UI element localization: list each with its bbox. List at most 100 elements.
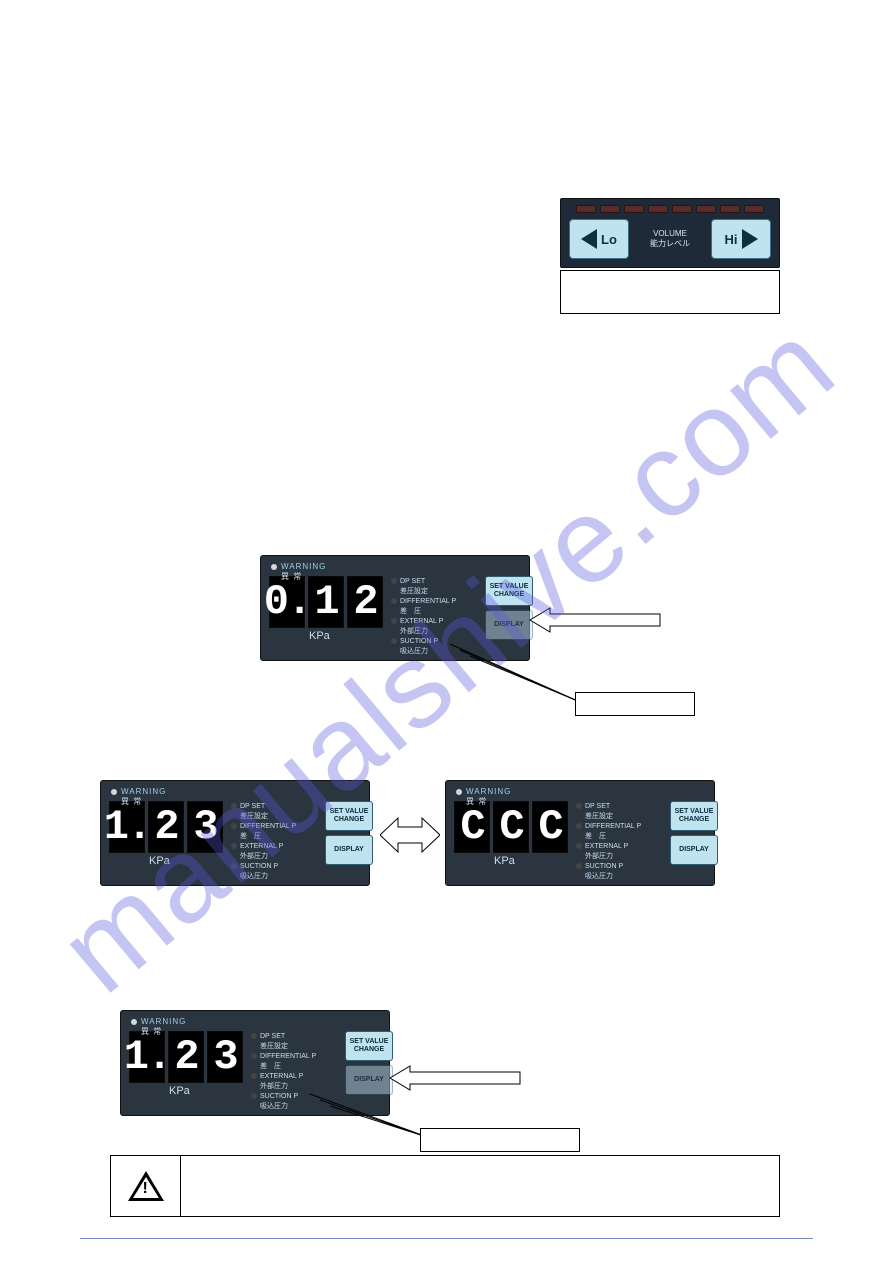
warning-en: WARNING bbox=[121, 787, 166, 796]
set-value-change-button[interactable]: SET VALUECHANGE bbox=[325, 801, 373, 831]
indicator-row: 外部圧力 bbox=[391, 626, 477, 636]
pressure-panel-1: WARNING 異 常 0. 1 2 KPa DP SET 差圧設定 DIFFE… bbox=[260, 555, 530, 661]
warning-jp: 異 常 bbox=[141, 1026, 186, 1037]
unit-label: KPa bbox=[149, 855, 223, 867]
indicator-en: DP SET bbox=[400, 578, 425, 585]
indicator-jp: 差圧設定 bbox=[240, 811, 268, 821]
btn-line1: SET VALUE bbox=[330, 808, 369, 815]
indicator-en: DP SET bbox=[585, 803, 610, 810]
callout-arrow bbox=[380, 1058, 580, 1098]
led-icon bbox=[576, 803, 582, 809]
digit: 2 bbox=[347, 576, 383, 628]
volume-panel: Lo VOLUME 能力レベル Hi bbox=[560, 198, 780, 268]
caution-box: ! bbox=[110, 1155, 780, 1217]
volume-segment bbox=[624, 205, 644, 213]
display-button[interactable]: DISPLAY bbox=[325, 835, 373, 865]
volume-segment bbox=[600, 205, 620, 213]
indicator-en: DIFFERENTIAL P bbox=[260, 1053, 316, 1060]
indicator-row: SUCTION P bbox=[391, 636, 477, 646]
indicator-en: DIFFERENTIAL P bbox=[585, 823, 641, 830]
caution-icon-cell: ! bbox=[111, 1156, 181, 1216]
volume-segment bbox=[576, 205, 596, 213]
display-button[interactable]: DISPLAY bbox=[345, 1065, 393, 1095]
indicator-en: DIFFERENTIAL P bbox=[400, 598, 456, 605]
warning-label: WARNING 異 常 bbox=[111, 787, 166, 807]
warning-label: WARNING 異 常 bbox=[456, 787, 511, 807]
digit: 2 bbox=[148, 801, 184, 853]
volume-jp-label: 能力レベル bbox=[650, 239, 690, 248]
display-button[interactable]: DISPLAY bbox=[670, 835, 718, 865]
digit: 3 bbox=[207, 1031, 243, 1083]
indicator-jp: 差圧設定 bbox=[400, 586, 428, 596]
seven-segment-display: 0. 1 2 bbox=[269, 576, 383, 628]
indicator-jp: 差圧設定 bbox=[585, 811, 613, 821]
indicator-en: EXTERNAL P bbox=[240, 843, 283, 850]
caution-body bbox=[181, 1156, 779, 1216]
volume-caption-box bbox=[560, 270, 780, 314]
callout-box bbox=[575, 692, 695, 716]
indicator-row: DIFFERENTIAL P bbox=[391, 596, 477, 606]
indicator-jp: 差圧設定 bbox=[260, 1041, 288, 1051]
volume-segment bbox=[672, 205, 692, 213]
warning-led-icon bbox=[131, 1019, 137, 1025]
warning-label: WARNING 異 常 bbox=[271, 562, 326, 582]
double-arrow-icon bbox=[380, 810, 440, 860]
digit: 1. bbox=[109, 801, 145, 853]
pressure-panel-3: WARNING 異 常 C C C KPa DP SET 差圧設定 DIFFER… bbox=[445, 780, 715, 886]
digit: C bbox=[454, 801, 490, 853]
btn-line2: CHANGE bbox=[494, 591, 524, 598]
seven-segment-display: 1. 2 3 bbox=[129, 1031, 243, 1083]
led-icon bbox=[231, 803, 237, 809]
set-value-change-button[interactable]: SET VALUECHANGE bbox=[345, 1031, 393, 1061]
indicator-jp: 吸込圧力 bbox=[240, 871, 268, 881]
right-arrow-icon bbox=[742, 229, 758, 249]
led-icon bbox=[231, 843, 237, 849]
digit: 0. bbox=[269, 576, 305, 628]
led-icon bbox=[231, 863, 237, 869]
warning-led-icon bbox=[111, 789, 117, 795]
warning-label: WARNING 異 常 bbox=[131, 1017, 186, 1037]
indicator-jp: 差 圧 bbox=[240, 831, 261, 841]
pressure-panel-2: WARNING 異 常 1. 2 3 KPa DP SET 差圧設定 DIFFE… bbox=[100, 780, 370, 886]
indicator-jp: 吸込圧力 bbox=[585, 871, 613, 881]
indicator-en: EXTERNAL P bbox=[585, 843, 628, 850]
led-icon bbox=[391, 638, 397, 644]
set-value-change-button[interactable]: SET VALUECHANGE bbox=[670, 801, 718, 831]
unit-label: KPa bbox=[494, 855, 568, 867]
digit: 1 bbox=[308, 576, 344, 628]
led-icon bbox=[251, 1093, 257, 1099]
indicator-row: EXTERNAL P bbox=[391, 616, 477, 626]
indicator-en: EXTERNAL P bbox=[260, 1073, 303, 1080]
indicator-en: SUCTION P bbox=[240, 863, 278, 870]
indicator-jp: 差 圧 bbox=[260, 1061, 281, 1071]
unit-label: KPa bbox=[169, 1085, 243, 1097]
indicator-jp: 外部圧力 bbox=[400, 626, 428, 636]
digit: 2 bbox=[168, 1031, 204, 1083]
set-value-change-button[interactable]: SET VALUECHANGE bbox=[485, 576, 533, 606]
warning-jp: 異 常 bbox=[121, 796, 166, 807]
indicator-row: 吸込圧力 bbox=[391, 646, 477, 656]
seven-segment-display: C C C bbox=[454, 801, 568, 853]
indicator-en: SUCTION P bbox=[585, 863, 623, 870]
digit: C bbox=[532, 801, 568, 853]
led-icon bbox=[231, 823, 237, 829]
warning-en: WARNING bbox=[141, 1017, 186, 1026]
btn-line2: CHANGE bbox=[679, 816, 709, 823]
indicator-en: DIFFERENTIAL P bbox=[240, 823, 296, 830]
indicator-jp: 外部圧力 bbox=[260, 1081, 288, 1091]
unit-label: KPa bbox=[309, 630, 383, 642]
btn-line1: SET VALUE bbox=[675, 808, 714, 815]
page-footer bbox=[80, 1238, 813, 1243]
indicator-list: DP SET 差圧設定 DIFFERENTIAL P 差 圧 EXTERNAL … bbox=[231, 801, 317, 881]
warning-led-icon bbox=[456, 789, 462, 795]
hi-button[interactable]: Hi bbox=[711, 219, 771, 259]
indicator-en: SUCTION P bbox=[260, 1093, 298, 1100]
lo-button[interactable]: Lo bbox=[569, 219, 629, 259]
btn-line1: SET VALUE bbox=[490, 583, 529, 590]
btn-line2: CHANGE bbox=[354, 1046, 384, 1053]
led-icon bbox=[576, 843, 582, 849]
btn-line2: CHANGE bbox=[334, 816, 364, 823]
display-button[interactable]: DISPLAY bbox=[485, 610, 533, 640]
volume-segment bbox=[720, 205, 740, 213]
digit: C bbox=[493, 801, 529, 853]
